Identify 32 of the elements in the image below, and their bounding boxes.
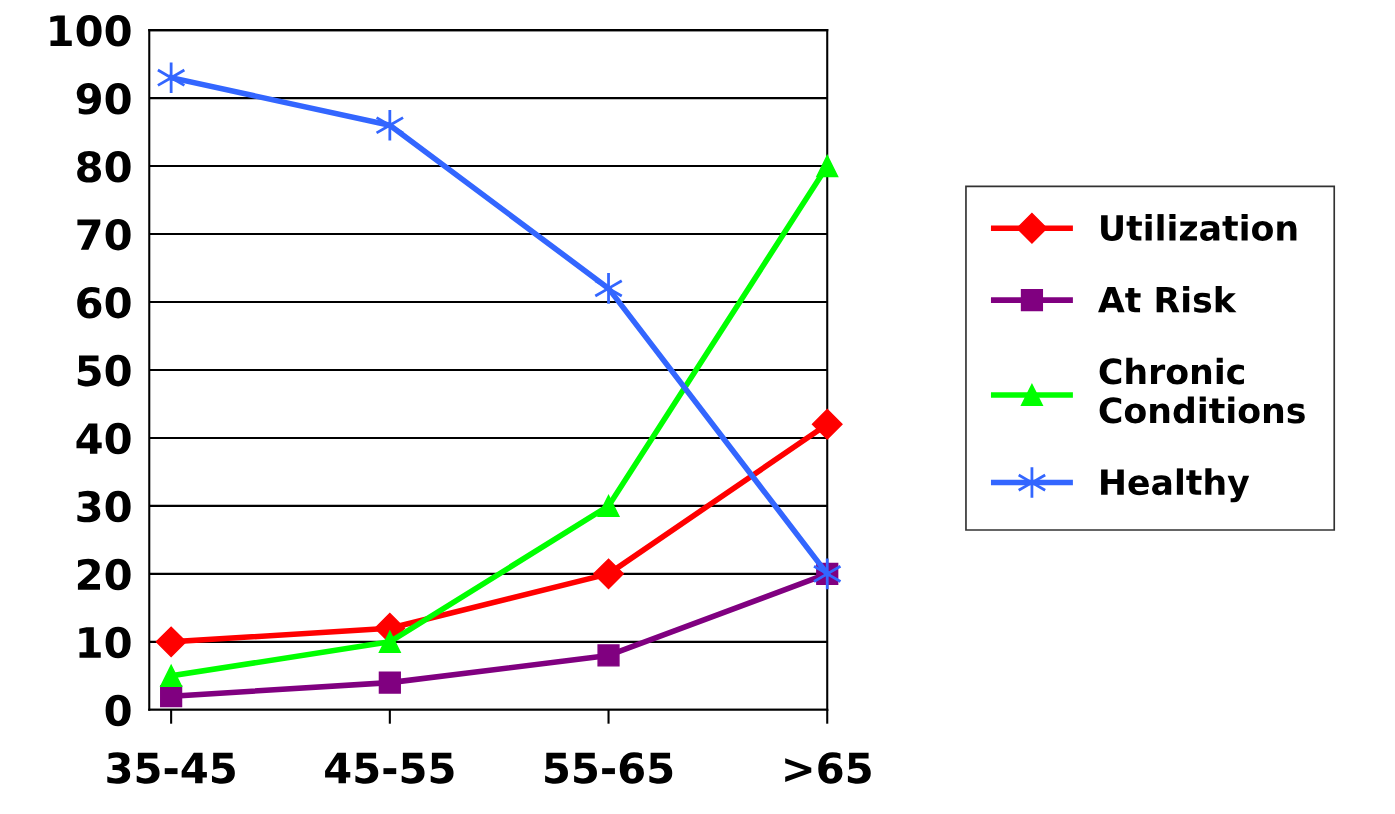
point — [593, 558, 624, 590]
x-tick-label: 35-45 — [107, 752, 235, 784]
y-tick-label: 30 — [77, 490, 131, 523]
y-tick-label: 90 — [76, 82, 131, 115]
point — [155, 626, 187, 658]
point — [812, 557, 842, 591]
y-tick-label: 40 — [76, 422, 131, 455]
x-tick-label: >65 — [785, 752, 871, 784]
point — [816, 154, 839, 178]
y-tick-label: 20 — [77, 558, 131, 591]
y-tick-label: 70 — [77, 218, 131, 251]
point — [597, 494, 620, 518]
point — [375, 108, 405, 142]
point — [378, 671, 401, 694]
y-tick-label: 10 — [79, 626, 131, 659]
point — [156, 61, 186, 95]
point — [378, 630, 401, 653]
y-tick-label: 100 — [50, 15, 131, 47]
y-tick-label: 50 — [77, 354, 131, 387]
point — [160, 664, 183, 687]
point — [811, 408, 843, 440]
x-tick-label: 45-55 — [325, 752, 454, 784]
point — [593, 271, 624, 306]
legend-label: Chronic Conditions — [1099, 357, 1305, 424]
x-tick-label: 55-65 — [545, 752, 673, 784]
legend-label: Healthy — [1101, 468, 1250, 503]
legend-label: Utilization — [1101, 214, 1297, 241]
y-tick-label: 60 — [77, 286, 131, 319]
y-tick-label: 0 — [105, 694, 131, 727]
point — [597, 644, 620, 667]
legend-label: At Risk — [1098, 285, 1237, 313]
y-tick-label: 80 — [77, 150, 131, 183]
